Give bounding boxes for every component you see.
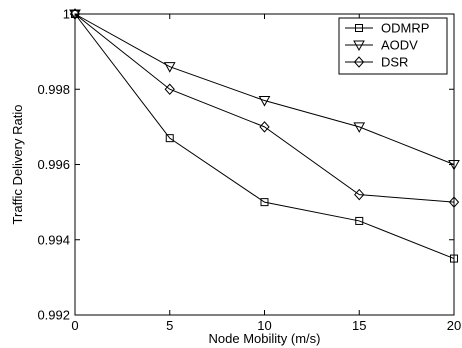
data-point-dsr xyxy=(354,188,365,201)
data-point-aodv xyxy=(448,160,460,171)
data-point-aodv xyxy=(353,122,366,133)
series-line-aodv xyxy=(74,13,455,165)
y-tick-label: 0.998 xyxy=(37,82,70,97)
legend-marker-aodv xyxy=(353,40,365,52)
y-tick-label: 1 xyxy=(63,7,70,22)
data-point-dsr xyxy=(259,121,270,133)
x-tick-label: 10 xyxy=(257,318,271,333)
legend-marker-odmrp xyxy=(355,24,363,32)
data-point-aodv xyxy=(258,96,271,107)
x-tick-label: 5 xyxy=(166,318,173,333)
data-point-aodv xyxy=(69,9,81,21)
data-point-odmrp xyxy=(450,254,458,263)
series-line-odmrp xyxy=(74,13,455,260)
legend-marker-dsr xyxy=(353,56,365,68)
data-point-odmrp xyxy=(165,134,174,143)
data-point-odmrp xyxy=(355,216,364,225)
legend-label-odmrp: ODMRP xyxy=(381,21,429,36)
series-layer xyxy=(69,8,460,263)
x-tick-label: 0 xyxy=(71,318,78,333)
y-axis: 0.992 0.994 0.996 0.998 1 xyxy=(37,7,454,323)
x-axis-label: Node Mobility (m/s) xyxy=(209,331,321,346)
data-point-odmrp xyxy=(260,198,269,207)
legend-label-aodv: AODV xyxy=(381,38,418,53)
x-tick-label: 20 xyxy=(447,318,461,333)
data-point-dsr xyxy=(164,83,175,95)
data-point-dsr xyxy=(69,8,81,20)
x-tick-label: 15 xyxy=(352,318,366,333)
series-line-dsr xyxy=(74,13,455,203)
legend: ODMRP AODV DSR xyxy=(338,17,448,75)
y-tick-label: 0.996 xyxy=(37,157,70,172)
y-tick-label: 0.992 xyxy=(37,308,70,323)
x-axis: 0 5 10 15 20 xyxy=(71,14,461,333)
y-tick-label: 0.994 xyxy=(37,232,70,247)
data-point-aodv xyxy=(163,62,176,73)
y-axis-label: Traffic Delivery Ratio xyxy=(10,105,25,225)
legend-label-dsr: DSR xyxy=(381,55,408,70)
data-point-dsr xyxy=(448,196,460,208)
